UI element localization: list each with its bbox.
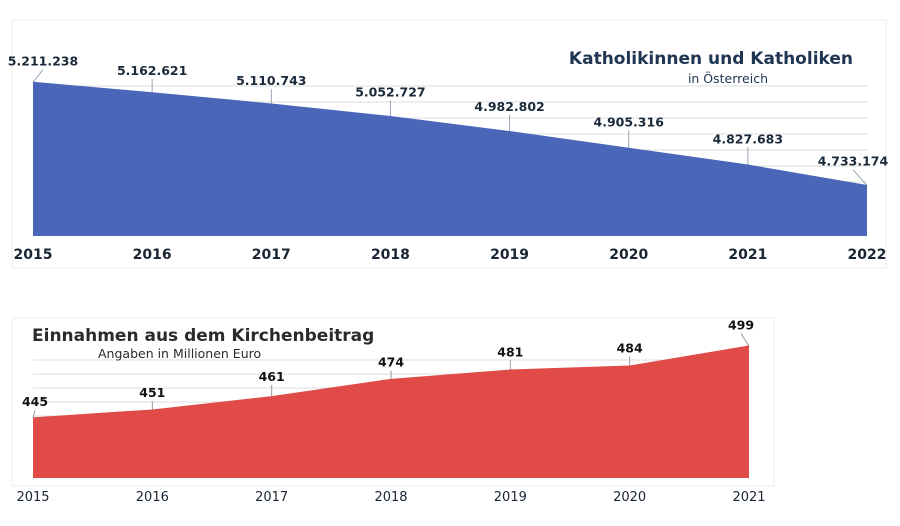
church-tax-chart-subtitle: Angaben in Millionen Euro <box>98 346 261 361</box>
catholics-value-label: 4.733.174 <box>818 154 889 169</box>
catholics-leader-line <box>32 69 44 83</box>
church-tax-value-label: 474 <box>378 355 404 370</box>
catholics-chart-title: Katholikinnen und Katholiken <box>569 49 853 69</box>
church-tax-value-labels: 445 451 461 474 481 484 499 <box>22 317 754 409</box>
catholics-x-tick-label: 2021 <box>728 247 767 263</box>
church-tax-chart-title: Einnahmen aus dem Kirchenbeitrag <box>32 326 374 346</box>
church-tax-leader-lines <box>32 333 750 419</box>
catholics-value-label: 4.982.802 <box>474 99 544 114</box>
catholics-area <box>33 82 867 236</box>
church-tax-x-tick-label: 2016 <box>136 490 169 505</box>
catholics-value-label: 4.827.683 <box>713 131 783 146</box>
catholics-value-labels: 5.211.238 5.162.621 5.110.743 5.052.727 4.98… <box>8 54 889 169</box>
catholics-value-label: 5.110.743 <box>236 73 306 88</box>
church-tax-leader-line <box>32 410 36 419</box>
church-tax-area <box>33 346 749 478</box>
catholics-x-tick-label: 2017 <box>252 247 291 263</box>
church-tax-value-label: 499 <box>728 317 754 332</box>
catholics-x-tick-label: 2018 <box>371 247 410 263</box>
church-tax-x-ticks: 2015 2016 2017 2018 2019 2020 2021 <box>16 490 765 505</box>
catholics-chart: 5.211.238 5.162.621 5.110.743 5.052.727 4.98… <box>8 19 889 269</box>
catholics-value-label: 5.052.727 <box>355 85 425 100</box>
catholics-x-ticks: 2015 2016 2017 2018 2019 2020 2021 2022 <box>14 247 887 263</box>
church-tax-x-tick-label: 2017 <box>255 490 288 505</box>
church-tax-x-tick-label: 2019 <box>494 490 527 505</box>
catholics-x-tick-label: 2020 <box>609 247 648 263</box>
church-tax-x-tick-label: 2020 <box>613 490 646 505</box>
church-tax-value-label: 484 <box>617 340 643 355</box>
catholics-x-tick-label: 2022 <box>848 247 887 263</box>
catholics-leader-lines <box>32 69 868 187</box>
catholics-x-tick-label: 2019 <box>490 247 529 263</box>
catholics-leader-line <box>852 169 868 187</box>
church-tax-leader-line <box>740 333 750 347</box>
church-tax-value-label: 481 <box>497 344 523 359</box>
church-tax-value-label: 451 <box>139 385 165 400</box>
catholics-value-label: 5.211.238 <box>8 54 78 69</box>
church-tax-value-label: 445 <box>22 394 48 409</box>
catholics-value-label: 5.162.621 <box>117 63 187 78</box>
church-tax-x-tick-label: 2021 <box>732 490 765 505</box>
catholics-area-edge <box>32 81 868 187</box>
church-tax-value-label: 461 <box>259 369 285 384</box>
catholics-chart-subtitle: in Österreich <box>688 70 768 86</box>
catholics-x-tick-label: 2015 <box>14 247 53 263</box>
catholics-value-label: 4.905.316 <box>594 115 665 130</box>
church-tax-x-tick-label: 2018 <box>374 490 407 505</box>
church-tax-area-edge <box>32 345 750 419</box>
church-tax-x-tick-label: 2015 <box>16 490 49 505</box>
catholics-x-tick-label: 2016 <box>133 247 172 263</box>
